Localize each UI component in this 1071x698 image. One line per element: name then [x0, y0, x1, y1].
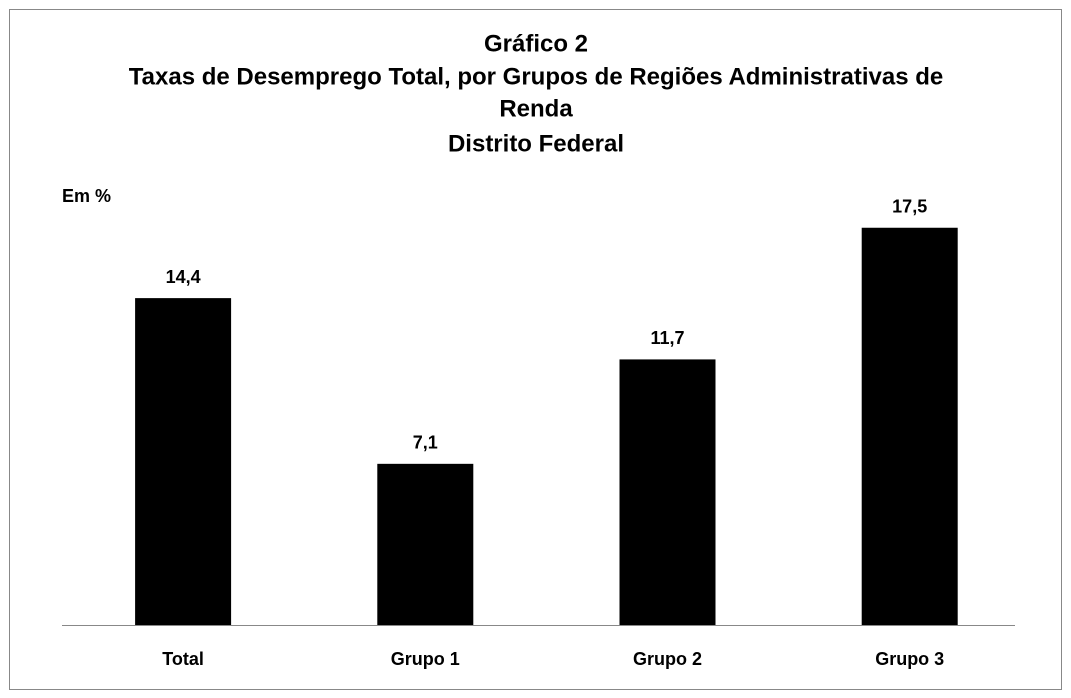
bar	[619, 359, 716, 625]
x-tick-label: Grupo 2	[633, 649, 702, 669]
chart-title: Gráfico 2	[484, 30, 588, 57]
data-label: 17,5	[892, 197, 927, 217]
chart-title: Taxas de Desemprego Total, por Grupos de…	[129, 63, 943, 90]
x-tick-label: Total	[162, 649, 204, 669]
data-label: 7,1	[413, 433, 438, 453]
data-label: 11,7	[650, 328, 684, 348]
x-tick-label: Grupo 3	[875, 649, 944, 669]
data-label: 14,4	[166, 267, 201, 287]
chart-title: Distrito Federal	[448, 130, 624, 157]
bar	[135, 298, 232, 625]
bar	[377, 463, 474, 625]
x-tick-label: Grupo 1	[391, 649, 460, 669]
y-axis-label: Em %	[62, 186, 111, 206]
bar	[861, 227, 958, 625]
chart-title: Renda	[499, 95, 573, 122]
